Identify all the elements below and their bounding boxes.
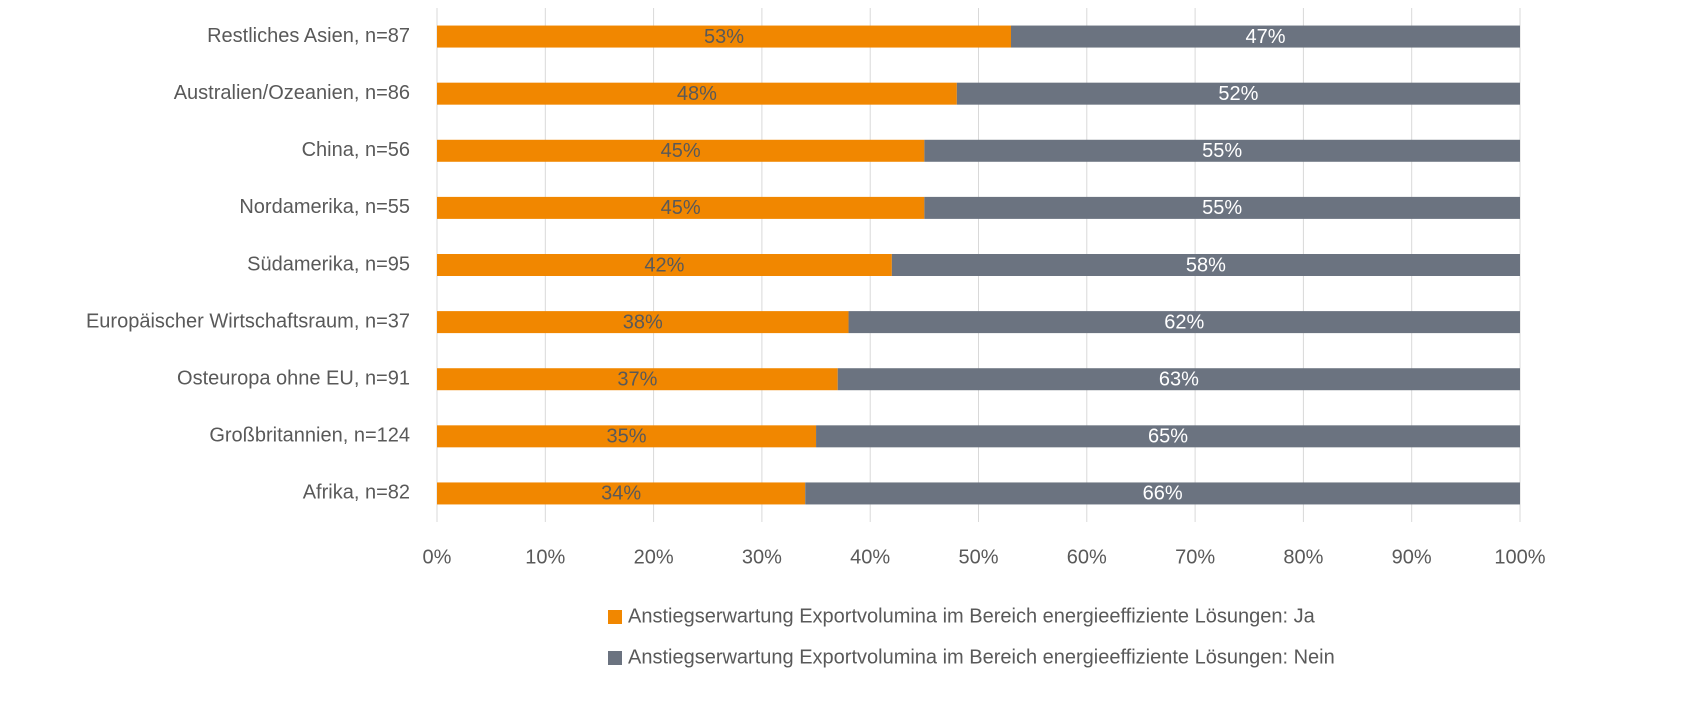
- x-tick-label: 100%: [1494, 546, 1545, 568]
- bar-segment: [437, 139, 925, 162]
- legend-swatch: [608, 610, 622, 624]
- bar-segment: [437, 311, 849, 334]
- legend-label: Anstiegserwartung Exportvolumina im Bere…: [628, 646, 1335, 668]
- legend-label: Anstiegserwartung Exportvolumina im Bere…: [628, 605, 1316, 627]
- bar-segment: [891, 254, 1520, 276]
- data-label: 45%: [661, 197, 701, 219]
- bar-segment: [956, 82, 1520, 105]
- x-tick-label: 70%: [1175, 546, 1215, 568]
- data-label: 55%: [1202, 140, 1242, 162]
- y-tick-label: Osteuropa ohne EU, n=91: [177, 368, 410, 390]
- legend-swatch: [608, 651, 622, 665]
- data-label: 53%: [704, 26, 744, 48]
- y-tick-label: Großbritannien, n=124: [209, 425, 410, 447]
- bar-segment: [437, 482, 806, 505]
- bar-segment: [1010, 25, 1520, 48]
- y-tick-label: Restliches Asien, n=87: [207, 25, 410, 47]
- x-tick-label: 80%: [1283, 546, 1323, 568]
- y-tick-label: China, n=56: [302, 139, 410, 161]
- y-tick-label: Europäischer Wirtschaftsraum, n=37: [86, 310, 410, 332]
- bar-segment: [437, 368, 838, 391]
- data-label: 62%: [1164, 311, 1204, 333]
- data-label: 58%: [1186, 254, 1226, 276]
- y-tick-label: Australien/Ozeanien, n=86: [174, 82, 410, 104]
- x-tick-label: 10%: [525, 546, 565, 568]
- data-label: 63%: [1159, 369, 1199, 391]
- bar-segment: [437, 196, 925, 219]
- bar-segment: [816, 425, 1520, 448]
- x-tick-label: 90%: [1392, 546, 1432, 568]
- data-label: 35%: [607, 426, 647, 448]
- data-label: 52%: [1218, 83, 1258, 105]
- bar-segment: [924, 196, 1520, 219]
- data-label: 55%: [1202, 197, 1242, 219]
- data-label: 37%: [617, 369, 657, 391]
- data-label: 48%: [677, 83, 717, 105]
- bar-segment: [437, 254, 892, 276]
- x-tick-label: 40%: [850, 546, 890, 568]
- x-tick-label: 50%: [958, 546, 998, 568]
- y-tick-label: Afrika, n=82: [303, 482, 410, 504]
- data-label: 47%: [1245, 26, 1285, 48]
- x-tick-label: 20%: [634, 546, 674, 568]
- bar-segment: [805, 482, 1520, 505]
- data-label: 66%: [1143, 483, 1183, 505]
- data-label: 45%: [661, 140, 701, 162]
- x-tick-label: 30%: [742, 546, 782, 568]
- data-label: 34%: [601, 483, 641, 505]
- bar-segment: [437, 25, 1011, 48]
- bar-segment: [848, 311, 1520, 334]
- x-tick-label: 60%: [1067, 546, 1107, 568]
- data-label: 42%: [644, 254, 684, 276]
- data-label: 38%: [623, 311, 663, 333]
- x-tick-label: 0%: [423, 546, 452, 568]
- y-tick-label: Südamerika, n=95: [247, 253, 410, 275]
- bar-segment: [837, 368, 1520, 391]
- data-label: 65%: [1148, 426, 1188, 448]
- bar-segment: [924, 139, 1520, 162]
- bar-segment: [437, 82, 957, 105]
- y-tick-label: Nordamerika, n=55: [239, 196, 410, 218]
- bar-segment: [437, 425, 817, 448]
